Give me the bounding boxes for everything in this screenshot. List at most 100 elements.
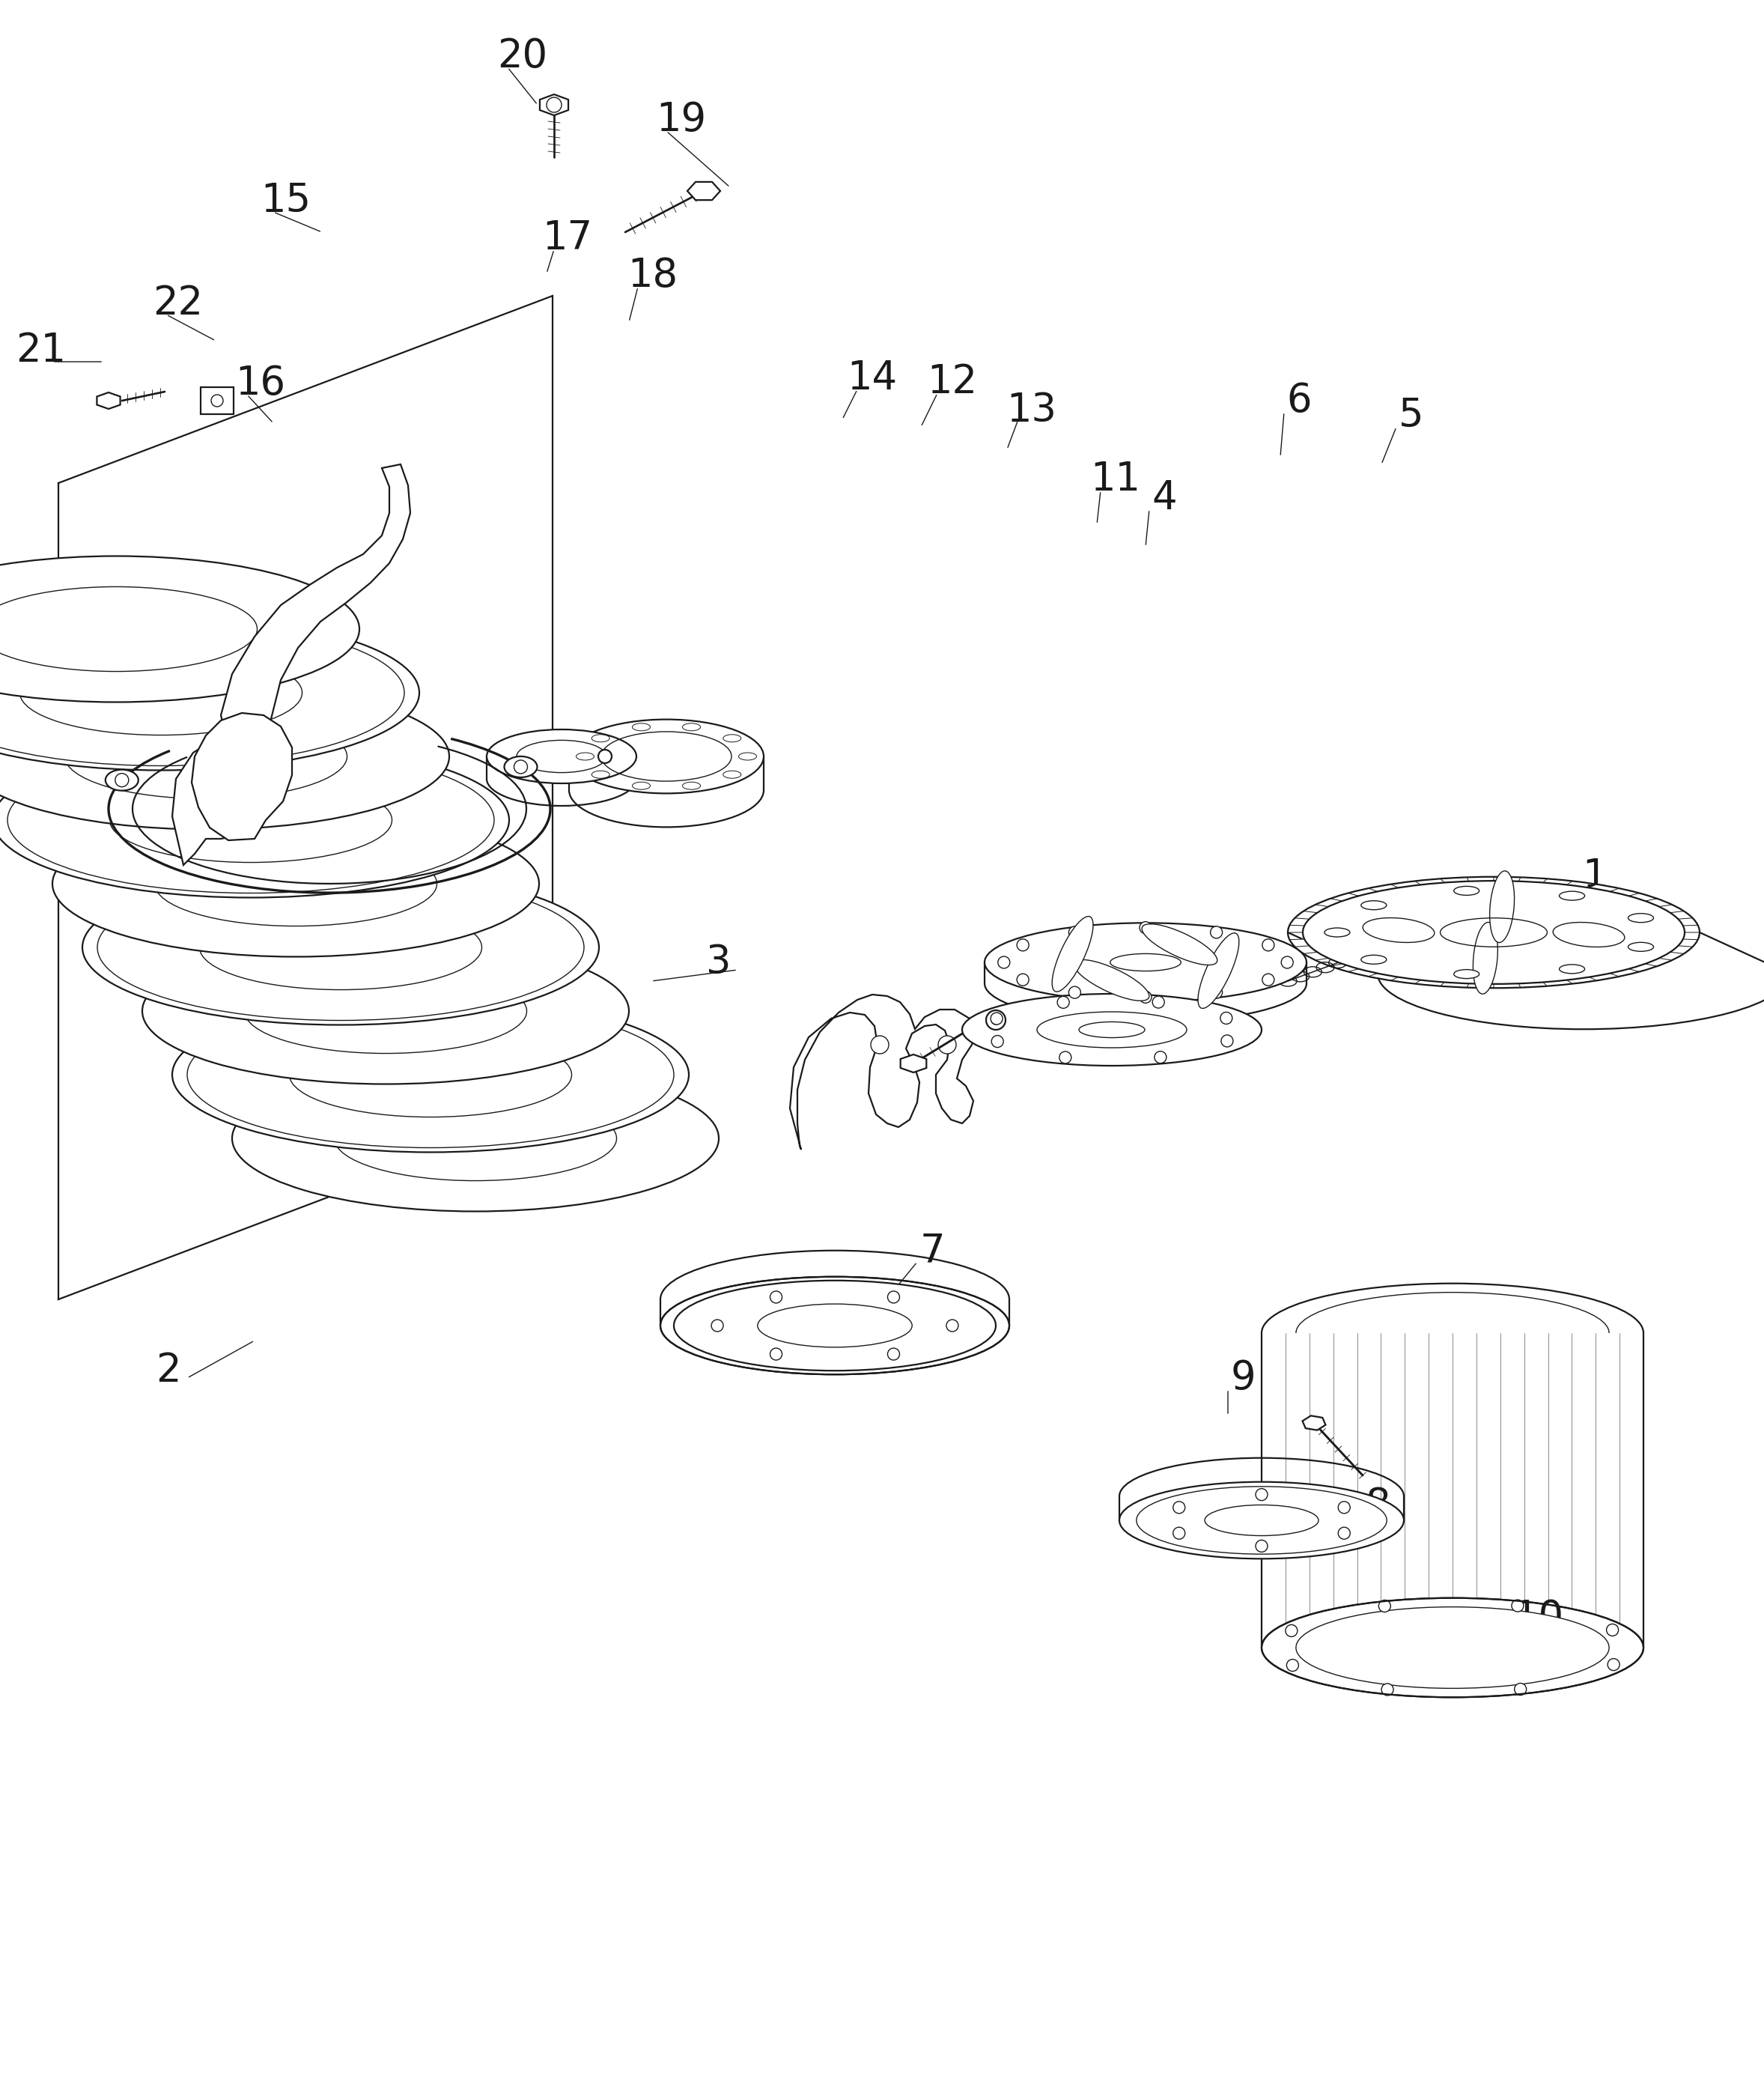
Ellipse shape (1325, 929, 1349, 937)
Circle shape (1069, 987, 1081, 999)
Polygon shape (99, 837, 189, 860)
Polygon shape (377, 879, 402, 887)
Polygon shape (557, 1135, 582, 1141)
Polygon shape (1566, 976, 1596, 985)
Polygon shape (173, 1081, 191, 1087)
Polygon shape (318, 812, 353, 843)
Polygon shape (1589, 885, 1619, 891)
Polygon shape (254, 635, 356, 645)
Polygon shape (605, 1151, 707, 1166)
Polygon shape (1316, 899, 1342, 906)
Ellipse shape (173, 997, 688, 1151)
Ellipse shape (0, 616, 420, 770)
Polygon shape (169, 920, 231, 949)
Polygon shape (231, 893, 250, 897)
Ellipse shape (1074, 960, 1148, 1001)
Polygon shape (203, 922, 252, 954)
Polygon shape (0, 760, 67, 768)
Polygon shape (180, 764, 201, 770)
Polygon shape (542, 1006, 566, 1012)
Polygon shape (616, 1126, 718, 1135)
Polygon shape (280, 791, 349, 818)
Polygon shape (305, 706, 392, 729)
Polygon shape (279, 1091, 369, 1114)
Polygon shape (395, 833, 482, 856)
Ellipse shape (1297, 1607, 1609, 1689)
Ellipse shape (233, 1066, 718, 1212)
Circle shape (871, 1035, 889, 1053)
Polygon shape (173, 737, 270, 864)
Polygon shape (1628, 893, 1656, 902)
Polygon shape (900, 1053, 926, 1072)
Polygon shape (250, 1156, 349, 1172)
Polygon shape (1330, 964, 1358, 972)
Polygon shape (79, 845, 175, 864)
Text: 12: 12 (928, 362, 977, 402)
Ellipse shape (0, 556, 360, 702)
Polygon shape (201, 387, 233, 414)
Polygon shape (499, 968, 593, 989)
Polygon shape (148, 1020, 250, 1033)
Polygon shape (437, 1066, 464, 1097)
Polygon shape (810, 1276, 824, 1280)
Polygon shape (259, 793, 316, 824)
Circle shape (887, 1291, 900, 1303)
Polygon shape (296, 1137, 319, 1143)
Polygon shape (289, 743, 310, 750)
Polygon shape (439, 1049, 496, 1078)
Polygon shape (741, 1283, 759, 1287)
Polygon shape (300, 870, 321, 874)
Polygon shape (83, 877, 108, 883)
Circle shape (711, 1320, 723, 1332)
Polygon shape (524, 1139, 549, 1147)
Polygon shape (319, 714, 413, 735)
Polygon shape (143, 1014, 247, 1022)
Polygon shape (97, 391, 120, 408)
Polygon shape (540, 94, 568, 115)
Polygon shape (0, 779, 92, 799)
Text: 22: 22 (153, 283, 203, 323)
Polygon shape (192, 712, 293, 841)
Polygon shape (452, 879, 476, 885)
Circle shape (998, 956, 1009, 968)
Polygon shape (386, 716, 407, 722)
Polygon shape (418, 1180, 453, 1210)
Circle shape (1607, 1624, 1618, 1636)
Polygon shape (127, 670, 153, 702)
Polygon shape (487, 1145, 510, 1149)
Polygon shape (995, 1326, 1009, 1328)
Polygon shape (213, 956, 295, 981)
Polygon shape (235, 1122, 259, 1131)
Polygon shape (261, 872, 284, 879)
Polygon shape (482, 795, 503, 804)
Polygon shape (185, 816, 242, 845)
Polygon shape (189, 964, 279, 987)
Circle shape (598, 750, 612, 764)
Polygon shape (228, 685, 263, 716)
Polygon shape (279, 1008, 303, 1016)
Text: 11: 11 (1090, 460, 1141, 500)
Polygon shape (1348, 889, 1378, 895)
Polygon shape (573, 1012, 598, 1020)
Ellipse shape (660, 1276, 1009, 1374)
Text: 21: 21 (16, 331, 67, 371)
Polygon shape (582, 1164, 672, 1187)
Polygon shape (81, 618, 104, 623)
Polygon shape (616, 1118, 640, 1124)
Polygon shape (141, 766, 161, 770)
Circle shape (1256, 1489, 1268, 1501)
Polygon shape (101, 764, 123, 770)
Ellipse shape (1559, 964, 1584, 974)
Polygon shape (1304, 951, 1328, 960)
Circle shape (1173, 1501, 1185, 1514)
Ellipse shape (1362, 902, 1387, 910)
Polygon shape (720, 1287, 739, 1291)
Polygon shape (62, 760, 86, 766)
Polygon shape (402, 908, 492, 931)
Polygon shape (660, 1322, 674, 1326)
Polygon shape (436, 872, 538, 881)
Polygon shape (450, 1147, 471, 1151)
Polygon shape (506, 1031, 603, 1049)
Polygon shape (201, 1035, 222, 1041)
Polygon shape (180, 564, 243, 593)
